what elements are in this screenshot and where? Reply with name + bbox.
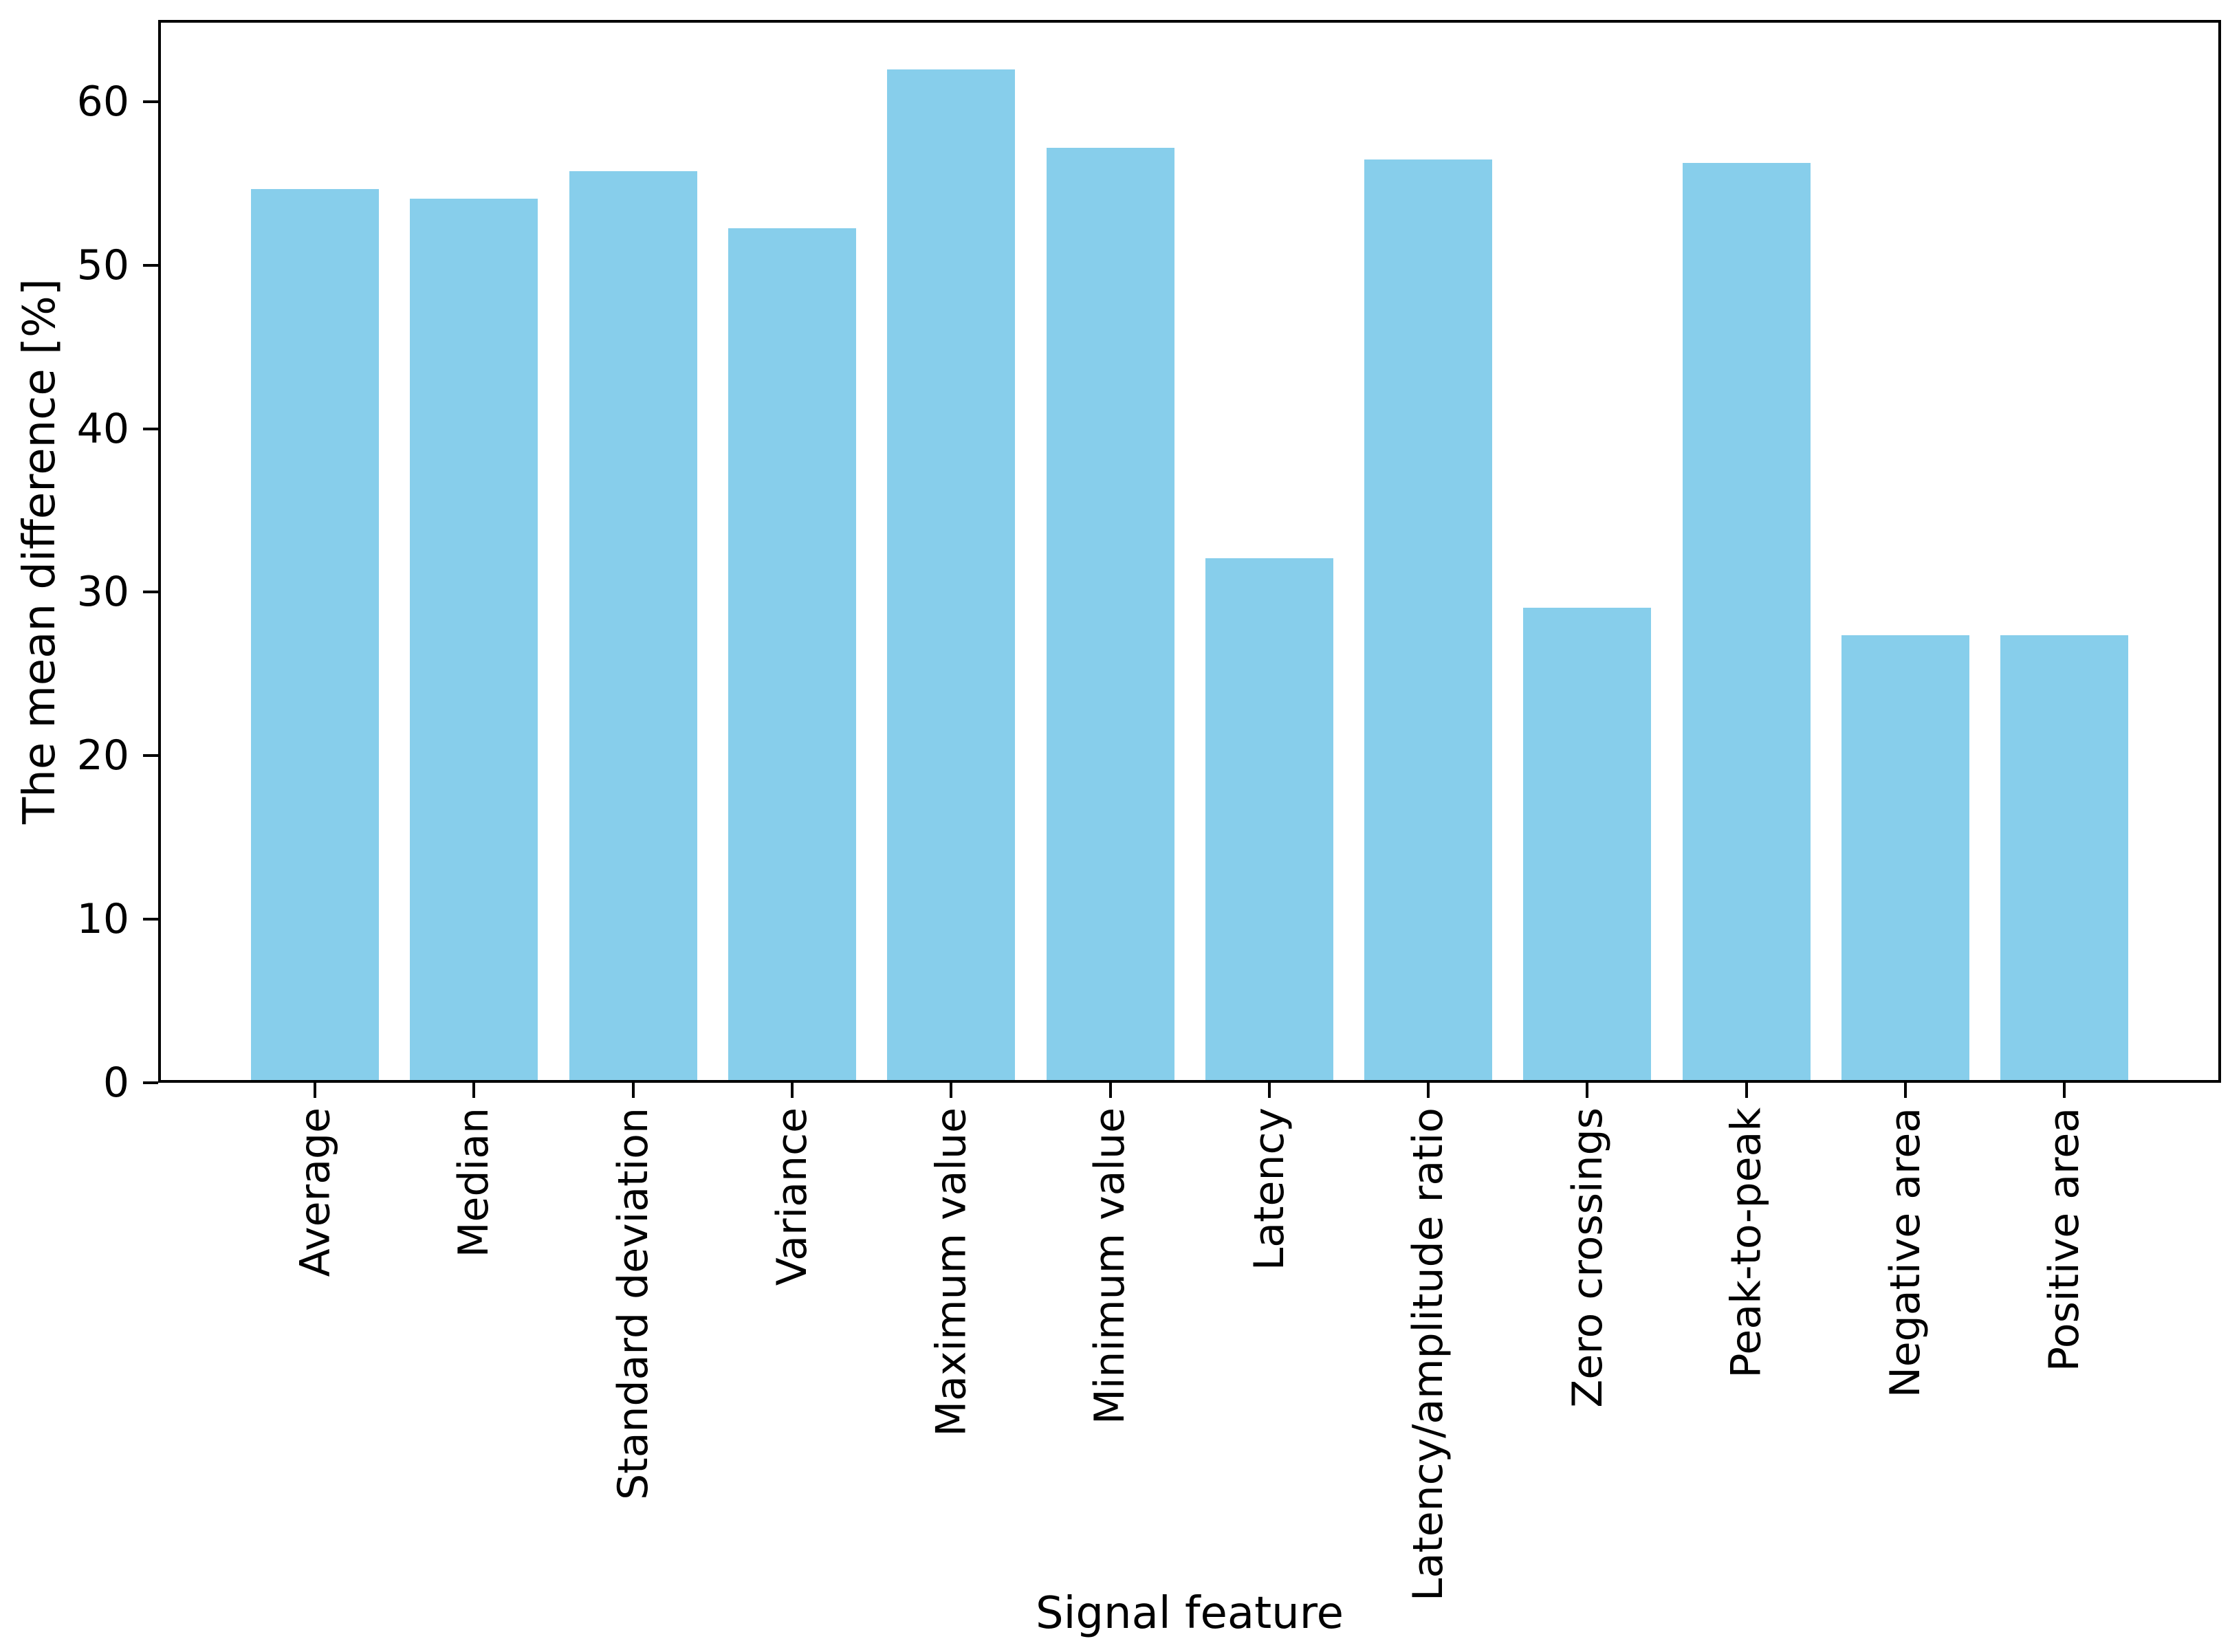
x-tick-mark — [1586, 1083, 1589, 1098]
x-tick-label-latency: Latency — [1245, 1108, 1293, 1271]
x-tick-label-average: Average — [291, 1108, 339, 1277]
plot-area — [158, 20, 2221, 1083]
x-tick-label-peak-to-peak: Peak-to-peak — [1722, 1108, 1771, 1378]
y-tick-mark — [143, 427, 158, 430]
y-tick-label: 60 — [76, 77, 129, 126]
x-tick-label-positive-area: Positive area — [2040, 1108, 2089, 1372]
x-tick-label-minimum-value: Minimum value — [1086, 1108, 1135, 1425]
x-tick-mark — [1745, 1083, 1748, 1098]
bar-zero-crossings — [1523, 607, 1652, 1080]
y-tick-mark — [143, 918, 158, 921]
bar-maximum-value — [887, 69, 1016, 1080]
x-tick-label-negative-area: Negative area — [1881, 1108, 1930, 1398]
y-tick-mark — [143, 591, 158, 594]
bar-latency-amplitude-ratio — [1364, 159, 1493, 1080]
bar-standard-deviation — [569, 170, 697, 1080]
bar-peak-to-peak — [1682, 162, 1811, 1080]
x-tick-label-variance: Variance — [767, 1108, 816, 1286]
x-tick-mark — [2063, 1083, 2066, 1098]
x-tick-mark — [631, 1083, 635, 1098]
x-tick-label-median: Median — [450, 1108, 499, 1258]
x-tick-mark — [950, 1083, 953, 1098]
x-tick-mark — [1267, 1083, 1271, 1098]
y-tick-mark — [143, 263, 158, 267]
bar-median — [410, 199, 538, 1080]
y-tick-label: 20 — [76, 731, 129, 780]
bar-latency — [1205, 558, 1333, 1080]
y-tick-label: 10 — [76, 895, 129, 944]
bar-negative-area — [1841, 635, 1969, 1080]
y-tick-label: 50 — [76, 241, 129, 289]
x-tick-label-latency-amplitude-ratio: Latency/amplitude ratio — [1404, 1108, 1453, 1601]
bar-average — [251, 188, 379, 1080]
x-tick-mark — [1904, 1083, 1907, 1098]
y-tick-label: 0 — [102, 1059, 129, 1107]
x-tick-mark — [1108, 1083, 1112, 1098]
x-tick-label-zero-crossings: Zero crossings — [1563, 1108, 1612, 1408]
y-tick-label: 30 — [76, 568, 129, 617]
x-tick-mark — [314, 1083, 316, 1098]
bar-positive-area — [2000, 635, 2129, 1080]
x-tick-label-maximum-value: Maximum value — [927, 1108, 976, 1437]
y-tick-mark — [143, 100, 158, 103]
bar-minimum-value — [1046, 148, 1174, 1080]
y-tick-mark — [143, 754, 158, 758]
x-tick-mark — [790, 1083, 794, 1098]
y-tick-label: 40 — [76, 404, 129, 453]
bar-variance — [728, 228, 856, 1080]
x-tick-mark — [1427, 1083, 1430, 1098]
x-axis-label: Signal feature — [1036, 1588, 1344, 1639]
x-tick-mark — [472, 1083, 476, 1098]
y-tick-mark — [143, 1081, 158, 1084]
x-tick-label-standard-deviation: Standard deviation — [609, 1108, 657, 1500]
